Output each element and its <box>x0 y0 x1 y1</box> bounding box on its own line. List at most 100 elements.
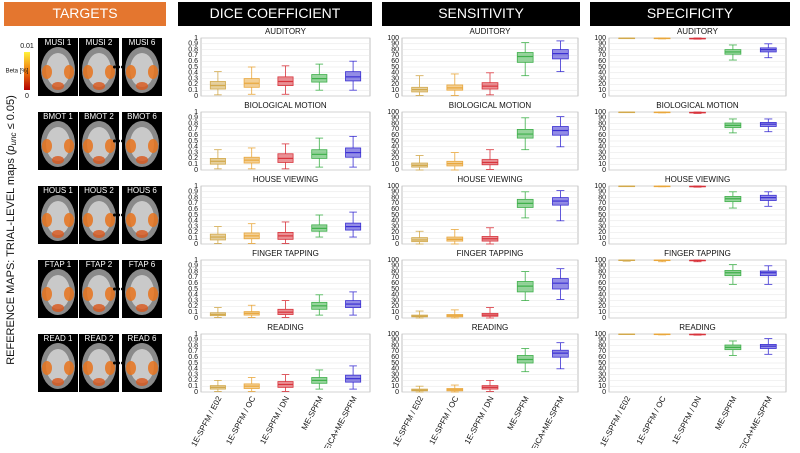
y-tick-label: 80 <box>598 120 606 127</box>
y-tick-label: 60 <box>391 132 399 139</box>
activation <box>52 378 64 386</box>
x-tick-label: 1E-SPFM / OC <box>635 395 668 447</box>
y-tick-label: 70 <box>391 348 399 355</box>
y-tick-label: 0 <box>602 167 606 174</box>
y-tick-label: 50 <box>391 138 399 145</box>
y-tick-label: 10 <box>391 383 399 390</box>
y-tick-label: 80 <box>391 46 399 53</box>
x-tick-label: ME-SPFM <box>506 394 531 431</box>
y-tick-label: 0.2 <box>188 155 198 162</box>
column-header: DICE COEFFICIENT <box>210 5 341 21</box>
y-tick-label: 30 <box>391 75 399 82</box>
y-tick-label: 30 <box>391 371 399 378</box>
y-tick-label: 30 <box>598 75 606 82</box>
plot-title: BIOLOGICAL MOTION <box>244 101 327 110</box>
y-tick-label: 100 <box>594 331 606 338</box>
y-tick-label: 0.4 <box>188 70 198 77</box>
y-tick-label: 70 <box>391 200 399 207</box>
brain-inner <box>46 275 70 309</box>
y-tick-label: 0 <box>194 93 198 100</box>
brain-inner <box>130 275 154 309</box>
y-tick-label: 30 <box>598 371 606 378</box>
x-tick-label: 1E-SPFM / E02 <box>391 394 425 448</box>
activation <box>126 65 136 79</box>
activation <box>52 304 64 312</box>
activation <box>105 213 115 227</box>
target-label: HOUS 6 <box>127 186 157 195</box>
y-tick-label: 0.8 <box>188 194 198 201</box>
brain-inner <box>87 349 111 383</box>
y-tick-label: 10 <box>391 161 399 168</box>
side-label-sub: unc <box>9 132 18 145</box>
y-tick-label: 0 <box>194 315 198 322</box>
activation <box>105 65 115 79</box>
y-tick-label: 10 <box>391 87 399 94</box>
x-tick-label: 1E-SPFM / OC <box>224 395 257 447</box>
y-tick-label: 50 <box>598 138 606 145</box>
y-tick-label: 60 <box>598 206 606 213</box>
y-tick-label: 100 <box>387 109 399 116</box>
y-tick-label: 10 <box>598 87 606 94</box>
activation <box>93 304 105 312</box>
plot-title: BIOLOGICAL MOTION <box>449 101 532 110</box>
brain-inner <box>130 53 154 87</box>
column-header-box <box>382 2 580 26</box>
y-tick-label: 30 <box>598 223 606 230</box>
y-tick-label: 0 <box>395 315 399 322</box>
activation <box>93 230 105 238</box>
activation <box>83 361 93 375</box>
ellipsis-dot <box>121 287 124 291</box>
y-tick-label: 30 <box>391 223 399 230</box>
y-tick-label: 0 <box>395 167 399 174</box>
y-tick-label: 1 <box>194 183 198 190</box>
y-tick-label: 0.5 <box>188 286 198 293</box>
y-tick-label: 40 <box>391 218 399 225</box>
ellipsis-dot <box>117 287 120 291</box>
y-tick-label: 70 <box>598 274 606 281</box>
activation <box>52 230 64 238</box>
plot-title: AUDITORY <box>265 27 307 36</box>
ellipsis-dot <box>121 65 124 69</box>
y-tick-label: 60 <box>598 58 606 65</box>
column-header: SENSITIVITY <box>438 5 524 21</box>
y-tick-label: 40 <box>598 292 606 299</box>
y-tick-label: 40 <box>391 366 399 373</box>
y-tick-label: 0 <box>194 167 198 174</box>
target-label: MUSI 6 <box>129 38 156 47</box>
activation <box>83 287 93 301</box>
y-tick-label: 0 <box>602 93 606 100</box>
activation <box>148 139 158 153</box>
y-tick-label: 100 <box>594 35 606 42</box>
y-tick-label: 1 <box>194 257 198 264</box>
activation <box>136 156 148 164</box>
y-tick-label: 90 <box>598 337 606 344</box>
activation <box>93 82 105 90</box>
y-tick-label: 20 <box>598 229 606 236</box>
y-tick-label: 100 <box>594 109 606 116</box>
activation <box>64 287 74 301</box>
y-tick-label: 80 <box>598 46 606 53</box>
x-tick-label: 1E-SPFM / DN <box>463 395 496 446</box>
y-tick-label: 20 <box>598 303 606 310</box>
ellipsis-dot <box>117 213 120 217</box>
y-tick-label: 0 <box>194 389 198 396</box>
x-tick-label: ME-SPFM <box>300 394 325 431</box>
y-tick-label: 50 <box>598 360 606 367</box>
y-tick-label: 40 <box>598 70 606 77</box>
x-tick-label: MEICA+ME-SPFM <box>527 394 567 448</box>
y-tick-label: 30 <box>598 149 606 156</box>
y-tick-label: 50 <box>598 64 606 71</box>
y-tick-label: 0.8 <box>188 120 198 127</box>
activation <box>136 304 148 312</box>
y-tick-label: 0.5 <box>188 212 198 219</box>
y-tick-label: 40 <box>598 218 606 225</box>
y-tick-label: 80 <box>391 194 399 201</box>
y-tick-label: 90 <box>391 41 399 48</box>
y-tick-label: 0.6 <box>188 354 198 361</box>
y-tick-label: 0.2 <box>188 377 198 384</box>
y-tick-label: 40 <box>391 292 399 299</box>
activation <box>52 156 64 164</box>
y-tick-label: 10 <box>598 235 606 242</box>
activation <box>126 287 136 301</box>
